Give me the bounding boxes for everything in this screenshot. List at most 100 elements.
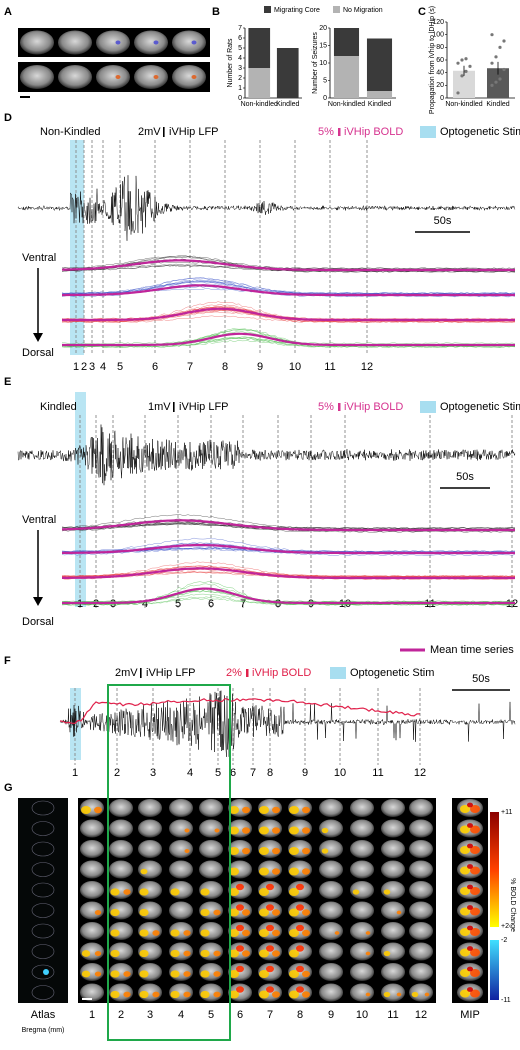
label: 1 bbox=[238, 85, 242, 92]
label: A bbox=[4, 6, 12, 18]
label: -2 bbox=[501, 937, 507, 944]
bar-segment bbox=[276, 48, 299, 98]
activation bbox=[123, 971, 131, 977]
activation bbox=[302, 806, 310, 814]
mean-trace bbox=[62, 332, 515, 347]
arrowhead bbox=[33, 333, 43, 342]
label: 6 bbox=[237, 1009, 243, 1021]
activation bbox=[460, 866, 470, 875]
label: 12 bbox=[361, 361, 373, 373]
activation bbox=[242, 909, 250, 916]
y-axis-label: Number of Rats bbox=[227, 38, 234, 88]
bold-trace bbox=[59, 697, 420, 724]
label: Mean time series bbox=[430, 644, 514, 656]
brain-slice bbox=[350, 983, 374, 1002]
activation bbox=[470, 907, 480, 916]
bold-trace bbox=[61, 597, 516, 606]
activation bbox=[123, 889, 131, 895]
label: Bregma (mm) bbox=[22, 1027, 65, 1034]
bold-trace bbox=[61, 521, 516, 529]
activation bbox=[229, 929, 239, 937]
label: 5 bbox=[238, 45, 242, 52]
activation bbox=[272, 868, 280, 875]
brain-slice bbox=[109, 799, 133, 817]
data-point bbox=[502, 67, 506, 72]
brain-slice bbox=[381, 819, 405, 838]
activation bbox=[467, 823, 473, 828]
activation bbox=[470, 969, 480, 977]
brain-slice bbox=[80, 901, 104, 920]
bar-segment bbox=[333, 56, 360, 98]
activation bbox=[184, 828, 190, 833]
y-axis-label: Propagation from iVhip to lDHip (s) bbox=[429, 6, 436, 114]
data-point bbox=[460, 74, 464, 78]
brain-slice bbox=[350, 942, 374, 961]
atlas-outline bbox=[31, 964, 55, 980]
brain-slice bbox=[199, 819, 223, 838]
activation bbox=[115, 75, 121, 79]
label: 8 bbox=[275, 598, 281, 610]
activation bbox=[289, 970, 299, 978]
activation bbox=[470, 805, 480, 813]
activation bbox=[296, 965, 304, 973]
label: 1 bbox=[72, 767, 78, 779]
activation bbox=[266, 904, 274, 911]
activation bbox=[460, 989, 470, 998]
label: 7 bbox=[238, 25, 242, 32]
brain-slice bbox=[381, 840, 405, 858]
data-point bbox=[502, 39, 506, 43]
label: No Migration bbox=[343, 7, 383, 14]
activation bbox=[266, 965, 274, 973]
atlas-outline bbox=[31, 985, 55, 1000]
label: 2 bbox=[238, 75, 242, 82]
activation bbox=[411, 991, 419, 998]
activation bbox=[229, 949, 239, 958]
brain-slice bbox=[409, 799, 433, 817]
arrowhead bbox=[33, 597, 43, 606]
activation bbox=[115, 40, 121, 45]
brain-slice bbox=[350, 963, 374, 981]
activation bbox=[94, 909, 102, 916]
brain-slice bbox=[199, 840, 223, 858]
atlas-outline bbox=[31, 923, 55, 939]
label: 3 bbox=[150, 767, 156, 779]
activation bbox=[170, 949, 180, 958]
activation bbox=[259, 847, 269, 855]
brain-slice bbox=[319, 799, 343, 817]
brain-slice bbox=[409, 860, 433, 879]
activation bbox=[321, 848, 329, 854]
label: 120 bbox=[432, 19, 444, 26]
activation bbox=[383, 950, 391, 957]
bold-trace bbox=[61, 263, 516, 270]
label: 8 bbox=[297, 1009, 303, 1021]
activation bbox=[460, 825, 470, 834]
activation bbox=[139, 908, 149, 917]
brain-slice bbox=[381, 860, 405, 879]
activation bbox=[296, 986, 304, 993]
activation bbox=[259, 970, 269, 978]
brain-slice bbox=[109, 840, 133, 858]
scale-mark bbox=[338, 128, 341, 136]
bar-segment bbox=[248, 68, 271, 98]
stim-swatch bbox=[420, 126, 436, 138]
stim-band bbox=[75, 392, 86, 607]
x-tick-label: Kindled bbox=[368, 101, 391, 108]
brain-slice bbox=[381, 922, 405, 940]
lfp-trace bbox=[17, 424, 516, 486]
atlas-outline bbox=[31, 903, 55, 918]
activation bbox=[259, 949, 269, 958]
activation bbox=[272, 991, 280, 998]
activation bbox=[289, 990, 299, 999]
label: 0 bbox=[323, 95, 327, 102]
activation bbox=[153, 40, 159, 45]
atlas-panel bbox=[18, 798, 68, 1003]
colorbar-cold bbox=[490, 940, 499, 1000]
label: Optogenetic Stim bbox=[350, 667, 434, 679]
brain-slice bbox=[409, 840, 433, 858]
activation bbox=[152, 930, 160, 936]
label: 5% bbox=[318, 126, 334, 138]
bold-trace bbox=[62, 332, 516, 345]
slices-panel bbox=[78, 798, 436, 1003]
activation bbox=[229, 806, 239, 814]
brain-slice bbox=[409, 942, 433, 961]
